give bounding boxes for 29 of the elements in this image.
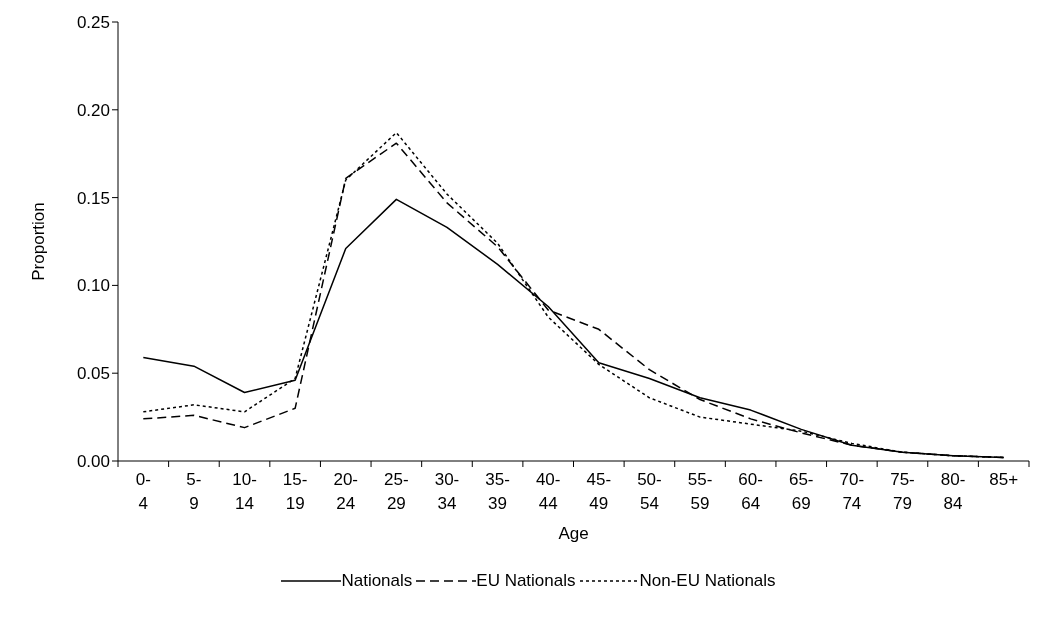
legend-label: Nationals xyxy=(341,571,413,591)
x-tick-label: 35-39 xyxy=(485,470,510,513)
x-tick-label: 80-84 xyxy=(940,470,966,513)
y-tick-label: 0.20 xyxy=(76,100,110,120)
x-tick-label: 10-14 xyxy=(232,470,257,513)
x-tick-label: 40-44 xyxy=(535,470,561,513)
x-axis-title: Age xyxy=(558,524,589,543)
x-tick-label: 65-69 xyxy=(788,470,814,513)
x-tick-label: 0-4 xyxy=(135,470,151,513)
x-tick-label: 45-49 xyxy=(586,470,612,513)
y-tick-label: 0.00 xyxy=(76,452,110,472)
y-axis-title: Proportion xyxy=(29,202,49,281)
y-tick-label: 0.10 xyxy=(76,276,110,296)
x-tick-label: 25-29 xyxy=(384,470,409,513)
x-tick-label: 5-9 xyxy=(186,470,202,513)
x-tick-label: 55-59 xyxy=(687,470,713,513)
x-tick-label: 50-54 xyxy=(637,470,662,513)
x-tick-label: 30-34 xyxy=(434,470,460,513)
y-tick-label: 0.15 xyxy=(76,188,110,208)
x-tick-label: 75-79 xyxy=(890,470,915,513)
x-tick-label: 85+ xyxy=(989,470,1019,489)
x-tick-label: 70-74 xyxy=(839,470,865,513)
x-tick-label: 15-19 xyxy=(282,470,308,513)
y-tick-label: 0.05 xyxy=(76,364,110,384)
legend-label: EU Nationals xyxy=(476,571,576,591)
legend-label: Non-EU Nationals xyxy=(639,571,776,591)
x-tick-label: 60-64 xyxy=(738,470,763,513)
x-tick-label: 20-24 xyxy=(333,470,359,513)
y-tick-label: 0.25 xyxy=(76,13,110,33)
